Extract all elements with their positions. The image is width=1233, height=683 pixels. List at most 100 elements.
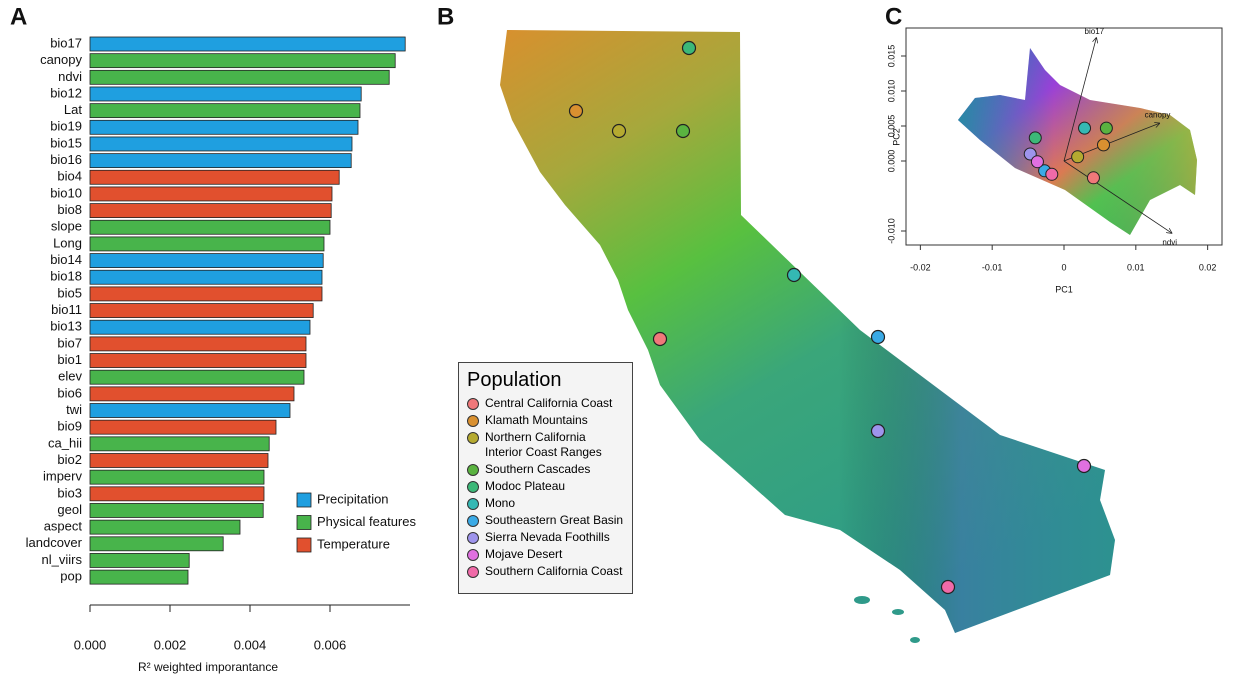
y-tick-label: bio13 [50,319,82,334]
bar [90,154,351,168]
arrow-label: ndvi [1162,238,1177,247]
y-tick-label: bio1 [57,352,82,367]
bar [90,337,306,351]
legend-item: Mojave Desert [467,547,624,562]
y-tick-label: twi [66,402,82,417]
x-axis-title: R² weighted imporantance [138,660,278,674]
y-tick-label: bio14 [50,252,82,267]
y-tick-label: imperv [43,469,83,484]
x-tick-label: 0.006 [314,637,347,652]
panel-label: A [10,3,27,30]
bar [90,320,310,334]
map-site [677,125,690,138]
bar [90,170,339,184]
legend-label: Modoc Plateau [485,479,624,494]
bar [90,254,323,268]
pca-cloud-shade [958,48,1197,235]
legend-swatch [467,566,479,578]
legend-swatch [297,516,311,530]
bar [90,304,313,318]
bar [90,520,240,534]
bar [90,404,290,418]
legend-label: Mono [485,496,624,511]
y-tick-label: bio9 [57,419,82,434]
legend-swatch [467,398,479,410]
y-tick-label: bio5 [57,285,82,300]
arrow-label: bio17 [1085,27,1105,36]
bar [90,204,331,218]
island [910,637,920,643]
legend-label: Southern California Coast [485,564,624,579]
island [854,596,870,604]
bar [90,387,294,401]
panel-label: B [437,3,454,30]
legend-label: Temperature [317,536,390,551]
y-tick-label: nl_viirs [42,552,83,567]
bar [90,470,264,484]
y-tick-label: Lat [64,102,82,117]
legend-label: Southern Cascades [485,462,624,477]
y-tick-label: geol [57,502,82,517]
y-tick-label: bio10 [50,185,82,200]
legend-item: Northern California Interior Coast Range… [467,430,624,460]
legend-label: Northern California Interior Coast Range… [485,430,624,460]
legend-swatch [467,498,479,510]
x-axis-title: PC1 [1055,284,1073,294]
bar [90,237,324,251]
x-tick-label: 0.002 [154,637,187,652]
map-site [570,105,583,118]
map-site [1078,460,1091,473]
y-tick-label: -0.010 [886,218,896,244]
island [892,609,904,615]
bar [90,54,395,68]
legend-swatch [467,432,479,444]
x-tick-label: 0.004 [234,637,267,652]
legend-label: Southeastern Great Basin [485,513,624,528]
pca-point [1100,122,1112,134]
legend-item: Southern Cascades [467,462,624,477]
y-tick-label: canopy [40,52,82,67]
y-tick-label: ca_hii [48,435,82,450]
legend-label: Physical features [317,514,416,529]
bar [90,120,358,134]
legend-item: Southeastern Great Basin [467,513,624,528]
bar [90,104,360,118]
y-tick-label: bio2 [57,452,82,467]
pca-point [1098,139,1110,151]
legend-item: Sierra Nevada Foothills [467,530,624,545]
bar [90,87,361,101]
bar [90,537,223,551]
legend-label: Mojave Desert [485,547,624,562]
legend-swatch [297,538,311,552]
legend-item: Klamath Mountains [467,413,624,428]
map-site [788,269,801,282]
legend-swatch [467,415,479,427]
legend-swatch [297,493,311,507]
bar [90,570,188,584]
map-site [654,333,667,346]
y-tick-label: bio11 [51,302,82,317]
bar [90,454,268,468]
legend-title: Population [467,369,624,392]
y-tick-label: bio12 [50,85,82,100]
y-tick-label: ndvi [58,69,82,84]
bar [90,287,322,301]
bar [90,487,264,501]
bar [90,70,389,84]
y-tick-label: aspect [44,519,83,534]
pca-point [1072,151,1084,163]
legend-swatch [467,532,479,544]
legend-swatch [467,515,479,527]
legend-label: Klamath Mountains [485,413,624,428]
pca-point [1031,156,1043,168]
y-tick-label: elev [58,369,82,384]
y-tick-label: Long [53,235,82,250]
y-tick-label: pop [60,569,82,584]
bar [90,503,263,517]
y-tick-label: bio4 [57,169,82,184]
legend-label: Sierra Nevada Foothills [485,530,624,545]
bar [90,37,405,51]
legend-swatch [467,481,479,493]
legend-swatch [467,549,479,561]
legend-label: Central California Coast [485,396,624,411]
